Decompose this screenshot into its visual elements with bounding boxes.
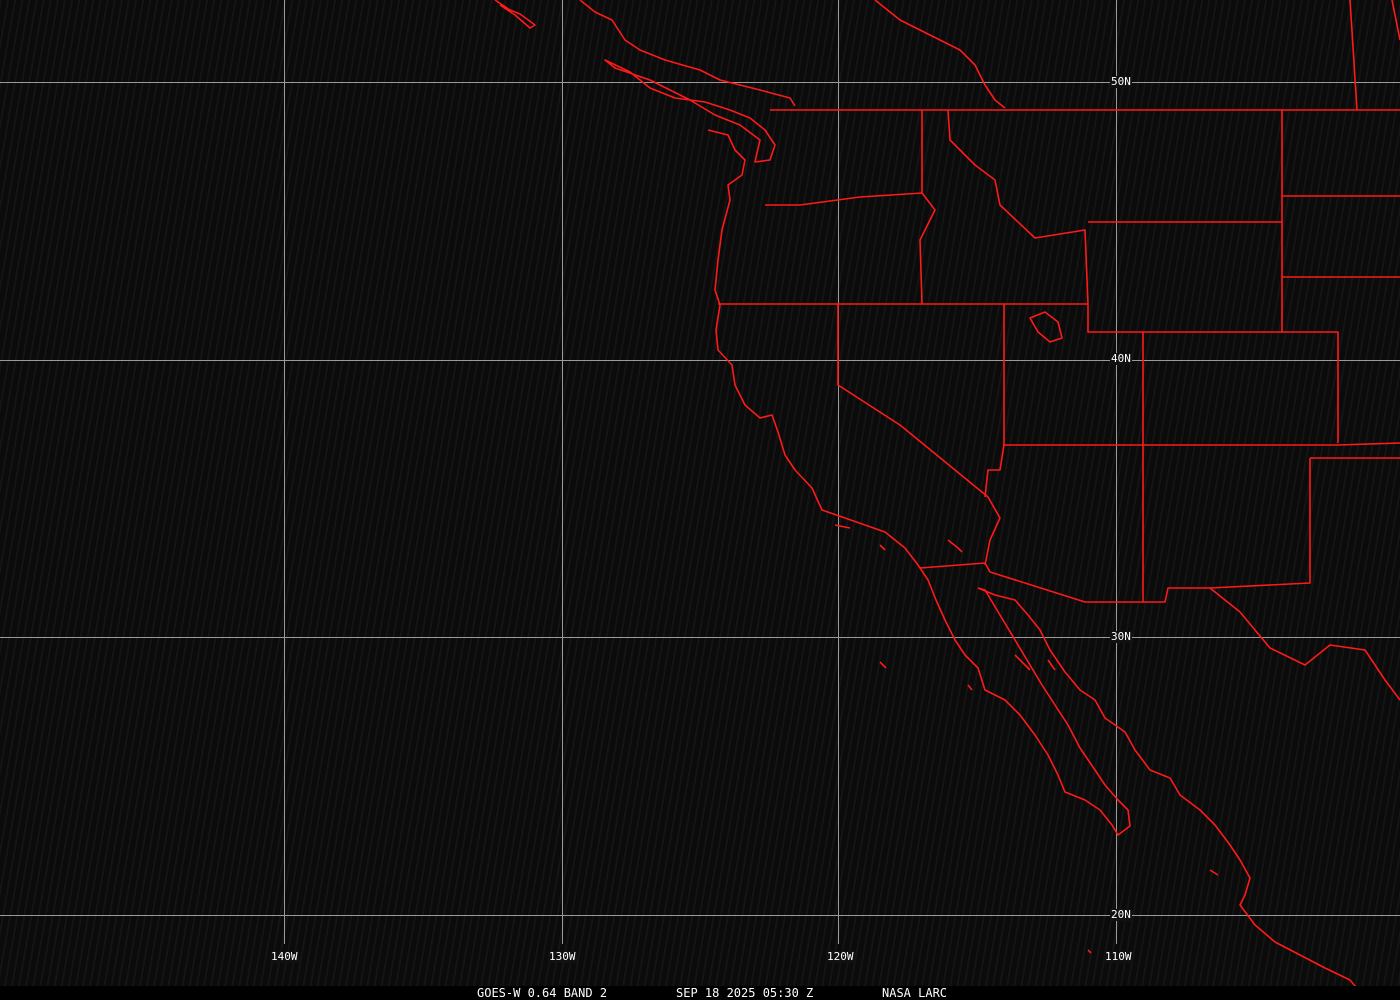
coastline-bc-mainland <box>579 0 796 107</box>
caption-product: GOES-W 0.64 BAND 2 <box>477 986 608 1000</box>
coastline-vancouver-island <box>604 59 776 163</box>
border-nv-ut-az <box>984 304 1005 498</box>
island <box>1209 869 1219 876</box>
lon-label-120w: 120W <box>826 950 855 963</box>
island <box>879 544 886 551</box>
border-ut-az-co-nm <box>1004 442 1400 446</box>
border-co-east <box>1282 331 1339 443</box>
image-caption: GOES-W 0.64 BAND 2 SEP 18 2025 05:30 Z N… <box>0 986 1400 1000</box>
lat-label-50n: 50N <box>1110 75 1132 88</box>
lon-label-110w: 110W <box>1104 950 1133 963</box>
lon-label-140w: 140W <box>270 950 299 963</box>
lat-label-40n: 40N <box>1110 352 1132 365</box>
border-wyoming <box>1088 221 1283 333</box>
caption-datetime: SEP 18 2025 05:30 Z <box>676 986 814 1000</box>
border-wa-or-id <box>919 110 936 305</box>
coastline-mexico-mainland <box>977 587 1361 993</box>
island <box>947 539 963 553</box>
caption-source: NASA LARC <box>882 986 948 1000</box>
great-salt-lake <box>1029 311 1063 343</box>
border-ca-nv-az <box>837 304 1001 566</box>
border-wa-or <box>765 192 923 206</box>
coastline-alaska-panhandle <box>494 0 536 29</box>
lon-label-130w: 130W <box>548 950 577 963</box>
island <box>967 684 973 691</box>
island <box>1087 949 1092 954</box>
border-us-mexico <box>919 562 1400 701</box>
border-ut-wy-co <box>1087 304 1144 602</box>
coastline-pacific <box>707 129 1131 836</box>
island <box>1014 654 1031 671</box>
border-canada-provincial <box>874 0 1006 109</box>
lat-label-20n: 20N <box>1110 908 1132 921</box>
border-canada-far-east <box>1391 0 1400 41</box>
island <box>834 524 851 529</box>
border-nm-tx <box>1209 458 1311 589</box>
border-canada-east <box>1349 0 1358 111</box>
island <box>879 661 887 669</box>
island <box>1047 659 1056 671</box>
border-id-mt <box>947 109 1089 305</box>
lat-label-30n: 30N <box>1110 630 1132 643</box>
